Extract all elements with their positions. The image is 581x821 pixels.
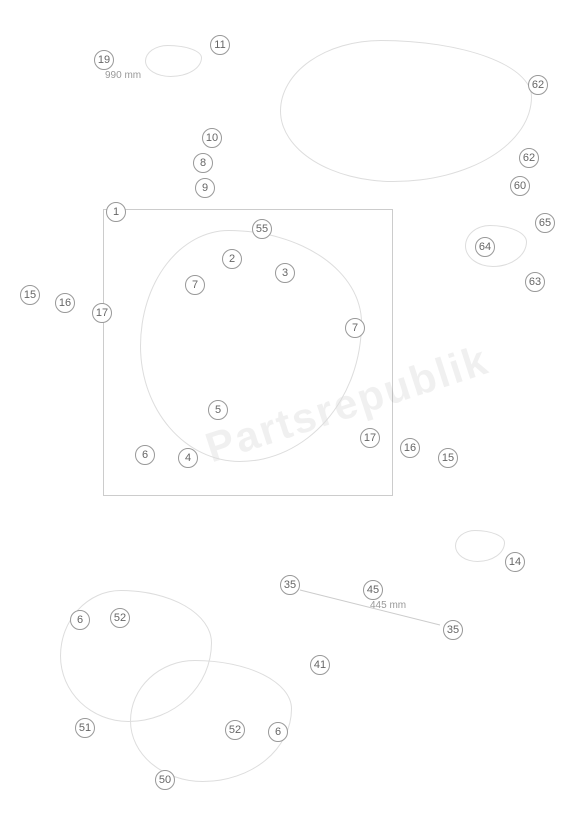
callout-41-30[interactable]: 41 — [310, 655, 330, 675]
callout-7-19[interactable]: 7 — [345, 318, 365, 338]
callout-15-25[interactable]: 15 — [438, 448, 458, 468]
callout-8-4[interactable]: 8 — [193, 153, 213, 173]
sketch-cap — [145, 45, 202, 77]
callout-19-0[interactable]: 19 — [94, 50, 114, 70]
callout-35-29[interactable]: 35 — [443, 620, 463, 640]
callout-35-27[interactable]: 35 — [280, 575, 300, 595]
callout-63-14[interactable]: 63 — [525, 272, 545, 292]
callout-16-17[interactable]: 16 — [55, 293, 75, 313]
callout-10-3[interactable]: 10 — [202, 128, 222, 148]
callout-5-20[interactable]: 5 — [208, 400, 228, 420]
callout-52-34[interactable]: 52 — [225, 720, 245, 740]
dimension-note-1: 445 mm — [370, 600, 406, 611]
callout-50-36[interactable]: 50 — [155, 770, 175, 790]
sketch-clips — [455, 530, 505, 562]
callout-16-24[interactable]: 16 — [400, 438, 420, 458]
callout-15-16[interactable]: 15 — [20, 285, 40, 305]
callout-17-18[interactable]: 17 — [92, 303, 112, 323]
callout-6-35[interactable]: 6 — [268, 722, 288, 742]
callout-60-7[interactable]: 60 — [510, 176, 530, 196]
sketch-panel-right — [130, 660, 292, 782]
callout-17-23[interactable]: 17 — [360, 428, 380, 448]
callout-9-5[interactable]: 9 — [195, 178, 215, 198]
callout-62-6[interactable]: 62 — [519, 148, 539, 168]
callout-51-33[interactable]: 51 — [75, 718, 95, 738]
callout-55-9[interactable]: 55 — [252, 219, 272, 239]
callout-45-28[interactable]: 45 — [363, 580, 383, 600]
callout-62-2[interactable]: 62 — [528, 75, 548, 95]
callout-14-26[interactable]: 14 — [505, 552, 525, 572]
sketch-seat — [280, 40, 532, 182]
callout-11-1[interactable]: 11 — [210, 35, 230, 55]
callout-6-22[interactable]: 6 — [135, 445, 155, 465]
callout-2-11[interactable]: 2 — [222, 249, 242, 269]
callout-6-31[interactable]: 6 — [70, 610, 90, 630]
callout-52-32[interactable]: 52 — [110, 608, 130, 628]
callout-65-10[interactable]: 65 — [535, 213, 555, 233]
callout-1-8[interactable]: 1 — [106, 202, 126, 222]
dimension-note-0: 990 mm — [105, 70, 141, 81]
callout-4-21[interactable]: 4 — [178, 448, 198, 468]
callout-3-12[interactable]: 3 — [275, 263, 295, 283]
callout-64-13[interactable]: 64 — [475, 237, 495, 257]
callout-7-15[interactable]: 7 — [185, 275, 205, 295]
